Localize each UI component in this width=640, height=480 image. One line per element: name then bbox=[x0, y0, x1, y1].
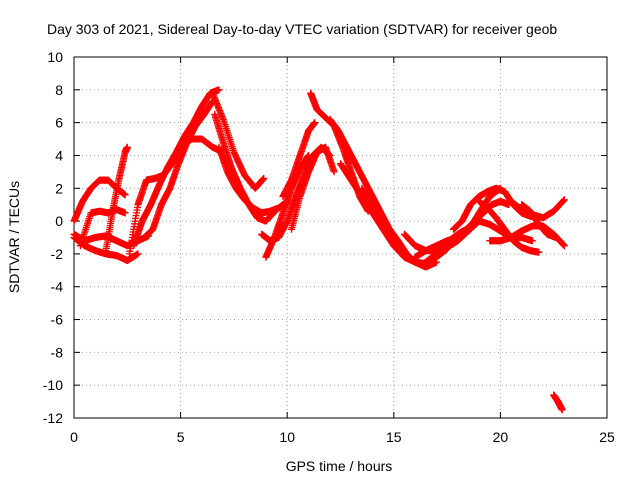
chart-title: Day 303 of 2021, Sidereal Day-to-day VTE… bbox=[47, 21, 557, 37]
y-tick-label: -12 bbox=[43, 410, 63, 426]
data-point bbox=[121, 209, 129, 217]
series-s28 bbox=[550, 391, 566, 414]
series-s27 bbox=[518, 201, 560, 241]
data-point bbox=[552, 234, 560, 241]
x-axis-label: GPS time / hours bbox=[286, 458, 393, 474]
series-s11 bbox=[215, 143, 291, 217]
x-tick-label: 0 bbox=[70, 429, 78, 445]
data-markers bbox=[70, 86, 568, 414]
x-tick-label: 25 bbox=[599, 429, 615, 445]
x-tick-label: 10 bbox=[279, 429, 295, 445]
data-point bbox=[560, 242, 568, 250]
y-axis-label: SDTVAR / TECUs bbox=[6, 181, 22, 293]
ticks: 0 5 10 15 20 25 -12 -10 -8 -6 -4 -2 0 2 4 6 8 10 bbox=[43, 49, 615, 445]
data-point bbox=[134, 250, 142, 258]
data-point bbox=[330, 168, 338, 176]
series-s15 bbox=[279, 119, 319, 200]
data-point bbox=[215, 86, 223, 94]
y-tick-label: 4 bbox=[55, 147, 63, 163]
data-point bbox=[558, 406, 566, 414]
y-tick-label: -2 bbox=[51, 246, 64, 262]
y-tick-label: 10 bbox=[47, 49, 63, 65]
series-s8 bbox=[140, 97, 217, 241]
y-tick-label: -6 bbox=[51, 312, 64, 328]
series-s14 bbox=[287, 143, 338, 233]
x-tick-label: 5 bbox=[177, 429, 185, 445]
y-tick-label: 2 bbox=[55, 180, 63, 196]
x-tick-label: 15 bbox=[386, 429, 402, 445]
data-point bbox=[432, 258, 440, 266]
data-point bbox=[528, 237, 536, 245]
data-point bbox=[560, 196, 568, 204]
data-point bbox=[260, 174, 268, 182]
data-point bbox=[535, 248, 543, 256]
data-point bbox=[311, 119, 319, 127]
series-s3 bbox=[76, 206, 129, 250]
x-tick-label: 20 bbox=[493, 429, 509, 445]
y-tick-label: -4 bbox=[51, 279, 64, 295]
y-tick-label: 6 bbox=[55, 115, 63, 131]
y-tick-label: -8 bbox=[51, 344, 64, 360]
y-tick-label: 0 bbox=[55, 213, 63, 229]
y-tick-label: 8 bbox=[55, 82, 63, 98]
data-point bbox=[123, 143, 131, 151]
series-s9 bbox=[209, 89, 268, 192]
data-point bbox=[121, 191, 129, 199]
y-tick-label: -10 bbox=[43, 377, 63, 393]
